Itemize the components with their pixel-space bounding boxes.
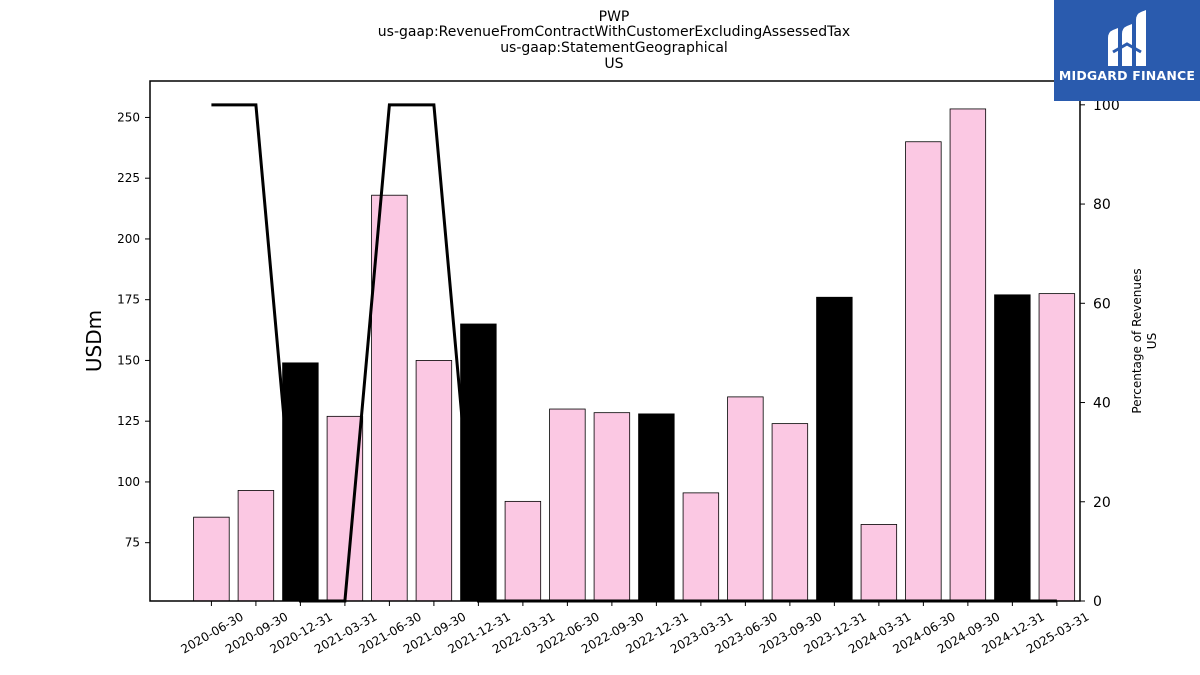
- plot-frame: [149, 80, 1081, 602]
- bar-2024-06-30: [905, 141, 942, 602]
- logo-mark-icon: [1108, 10, 1146, 66]
- left-tick-label: 100: [117, 475, 140, 489]
- left-tick-label: 175: [117, 293, 140, 307]
- bar-2022-03-31: [504, 500, 542, 602]
- bar-2022-06-30: [549, 408, 586, 602]
- bar-2023-12-31: [816, 296, 853, 602]
- brand-logo: MIDGARD FINANCE: [1054, 0, 1200, 101]
- bar-2020-09-30: [237, 490, 275, 602]
- right-y-axis-label: Percentage of Revenues US: [1130, 268, 1159, 413]
- bar-2022-09-30: [593, 412, 631, 602]
- title-line-1: PWP: [599, 9, 630, 25]
- chart-title: PWP us-gaap:RevenueFromContractWithCusto…: [378, 9, 850, 72]
- left-tick-label: 125: [117, 414, 140, 428]
- title-line-3: us-gaap:StatementGeographical: [500, 40, 728, 56]
- title-line-4: US: [604, 56, 623, 72]
- right-y-axis: 0 20 40 60 80 100: [1080, 98, 1120, 610]
- left-y-axis: 75 100 125 150 175 200 225 250: [117, 110, 150, 550]
- title-line-2: us-gaap:RevenueFromContractWithCustomerE…: [378, 24, 850, 40]
- left-tick-label: 225: [117, 171, 140, 185]
- bar-2024-09-30: [949, 108, 987, 602]
- bar-2023-03-31: [682, 492, 720, 602]
- bar-2021-09-30: [415, 360, 453, 602]
- axes: [149, 80, 1081, 602]
- right-tick-label: 40: [1093, 396, 1111, 412]
- bar-2020-12-31: [282, 362, 319, 602]
- left-tick-label: 250: [117, 110, 140, 124]
- left-tick-label: 150: [117, 353, 140, 367]
- bar-2024-03-31: [860, 524, 898, 602]
- left-tick-label: 75: [125, 536, 140, 550]
- left-tick-label: 200: [117, 232, 140, 246]
- bar-2021-06-30: [371, 194, 408, 602]
- bar-2020-06-30: [193, 516, 230, 602]
- bar-2025-03-31: [1038, 293, 1076, 602]
- y-axis-label: USDm: [82, 310, 106, 372]
- bar-series: [193, 108, 1076, 602]
- bar-2023-06-30: [727, 396, 764, 602]
- right-tick-label: 80: [1093, 197, 1111, 213]
- x-axis: 2020-06-302020-09-302020-12-312021-03-31…: [179, 601, 1091, 656]
- right-tick-label: 0: [1093, 594, 1102, 610]
- bar-2024-12-31: [994, 294, 1031, 602]
- right-tick-label: 60: [1093, 296, 1111, 312]
- right-y-axis-label-line-2: US: [1145, 333, 1159, 349]
- bar-2021-03-31: [326, 415, 364, 602]
- bar-2023-09-30: [771, 423, 809, 602]
- logo-text: MIDGARD FINANCE: [1058, 68, 1196, 83]
- right-tick-label: 100: [1093, 98, 1120, 114]
- right-tick-label: 20: [1093, 495, 1111, 511]
- bar-2022-12-31: [638, 413, 675, 602]
- right-y-axis-label-line-1: Percentage of Revenues: [1130, 268, 1144, 413]
